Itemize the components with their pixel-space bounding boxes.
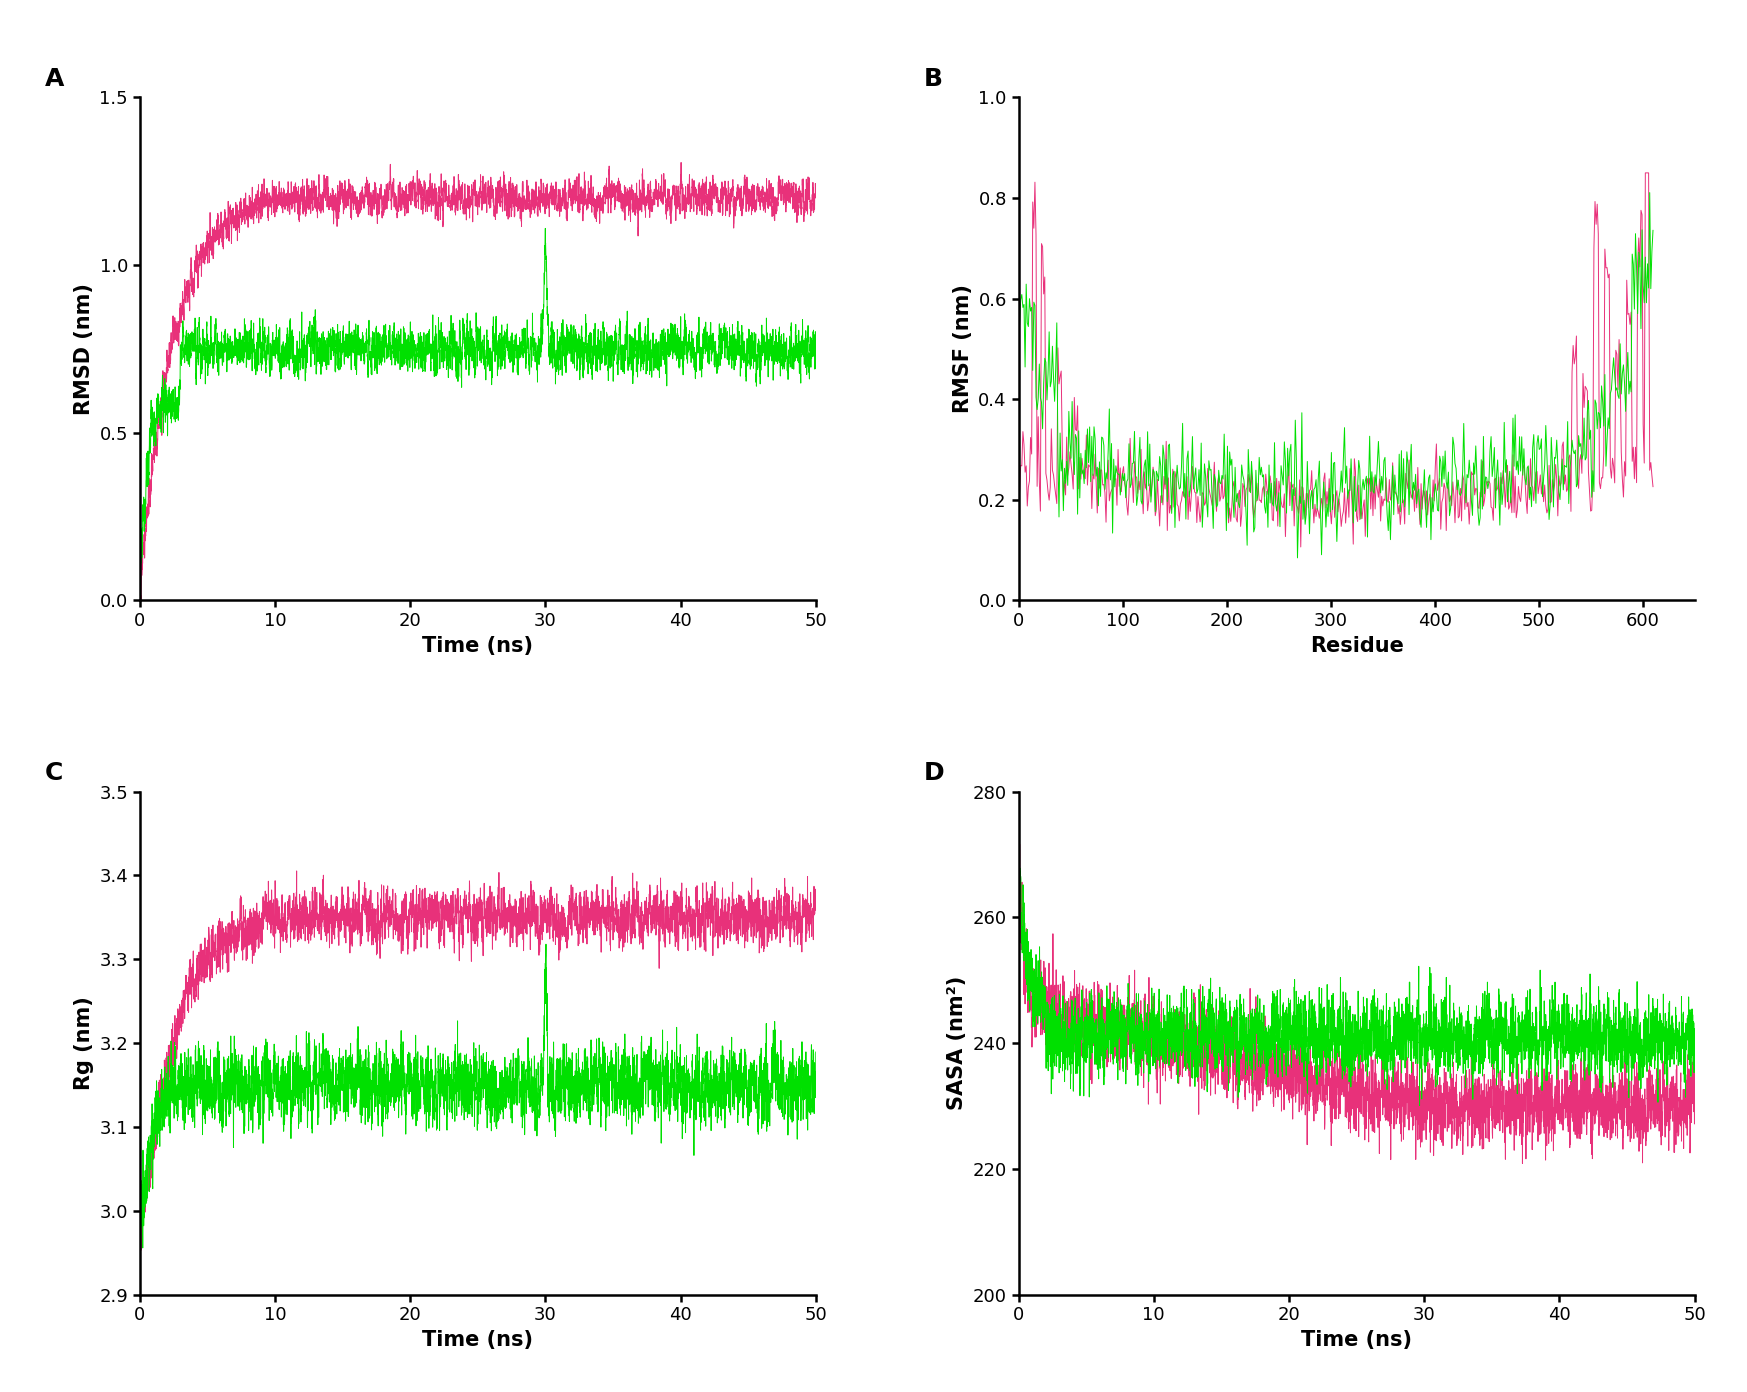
Text: C: C: [45, 761, 63, 785]
X-axis label: Time (ns): Time (ns): [1302, 1329, 1412, 1350]
X-axis label: Residue: Residue: [1310, 636, 1403, 656]
Y-axis label: SASA (nm²): SASA (nm²): [947, 976, 968, 1111]
Y-axis label: RMSF (nm): RMSF (nm): [952, 284, 973, 413]
Y-axis label: RMSD (nm): RMSD (nm): [73, 283, 94, 415]
Text: D: D: [924, 761, 945, 785]
Text: A: A: [45, 67, 65, 92]
Y-axis label: Rg (nm): Rg (nm): [73, 997, 94, 1090]
X-axis label: Time (ns): Time (ns): [423, 636, 533, 656]
Text: B: B: [924, 67, 943, 92]
X-axis label: Time (ns): Time (ns): [423, 1329, 533, 1350]
